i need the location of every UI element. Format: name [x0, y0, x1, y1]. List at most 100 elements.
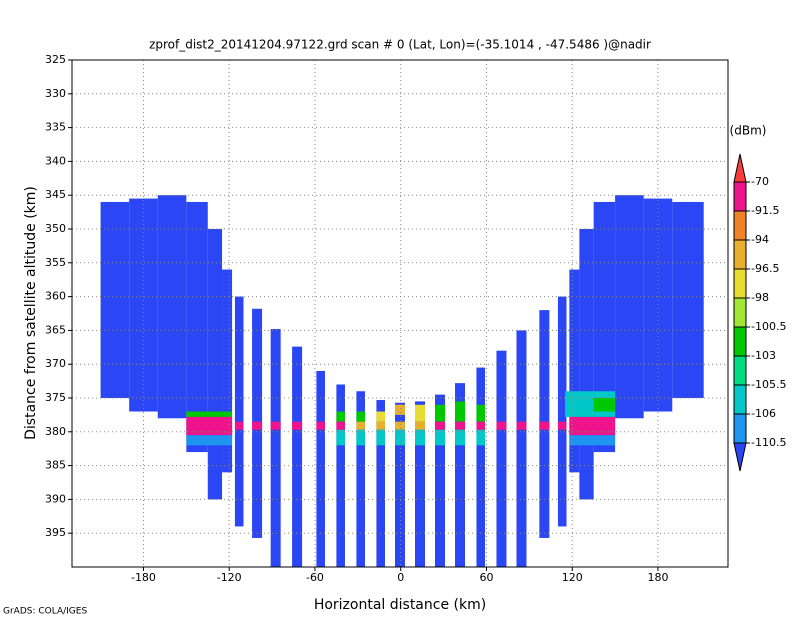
- cell: [476, 421, 486, 430]
- cell: [516, 421, 527, 430]
- cell: [234, 296, 244, 527]
- colorbar-label: -98: [751, 291, 769, 304]
- cell: [222, 269, 233, 473]
- cell: [557, 296, 567, 527]
- x-axis-label: Horizontal distance (km): [314, 597, 486, 613]
- y-tick-label: 380: [45, 425, 66, 438]
- cell: [615, 195, 644, 419]
- colorbar-label: -110.5: [751, 436, 786, 449]
- colorbar-label: -106: [751, 407, 776, 420]
- x-tick-label: 180: [647, 571, 668, 584]
- x-tick-label: 120: [562, 571, 583, 584]
- y-tick-label: 385: [45, 459, 66, 472]
- cell: [496, 350, 507, 567]
- y-tick-label: 390: [45, 492, 66, 505]
- colorbar-segment: [733, 181, 747, 212]
- colorbar-label: -91.5: [751, 204, 779, 217]
- cell: [356, 411, 365, 422]
- y-tick-label: 340: [45, 154, 66, 167]
- chart-title: zprof_dist2_20141204.97122.grd scan # 0 …: [149, 38, 651, 52]
- y-tick-label: 345: [45, 188, 66, 201]
- cell: [415, 401, 426, 567]
- plot-frame: [71, 59, 729, 568]
- cell: [476, 367, 486, 567]
- cell: [129, 198, 158, 412]
- cell: [569, 416, 616, 436]
- colorbar-label: -96.5: [751, 262, 779, 275]
- cell: [579, 229, 594, 500]
- cell: [593, 398, 616, 412]
- cell: [394, 402, 406, 567]
- colorbar-segment: [733, 210, 747, 241]
- cell: [234, 421, 244, 430]
- colorbar-segment: [733, 297, 747, 328]
- y-tick-label: 325: [45, 53, 66, 66]
- cell: [435, 429, 446, 446]
- cell: [496, 421, 507, 430]
- cell: [336, 429, 345, 446]
- colorbar-segment: [733, 355, 747, 386]
- cell: [455, 383, 466, 567]
- cell: [356, 421, 365, 430]
- x-tick-label: -180: [131, 571, 156, 584]
- colorbar-triangle: [733, 442, 747, 472]
- cell: [316, 370, 325, 567]
- colorbar-label: -100.5: [751, 320, 786, 333]
- cell: [336, 421, 345, 430]
- colorbar-triangle: [733, 153, 747, 183]
- x-tick-label: -120: [217, 571, 242, 584]
- cell: [455, 429, 466, 446]
- cell: [252, 421, 263, 430]
- x-tick-label: 60: [479, 571, 493, 584]
- cell: [316, 421, 325, 430]
- cell: [415, 404, 426, 422]
- y-tick-label: 350: [45, 222, 66, 235]
- cell: [376, 429, 385, 446]
- cell: [376, 421, 385, 430]
- cell: [455, 421, 466, 430]
- colorbar-label: (dBm): [730, 124, 767, 138]
- y-tick-label: 395: [45, 526, 66, 539]
- colorbar-label: -105.5: [751, 378, 786, 391]
- cell: [476, 404, 486, 422]
- cell: [157, 195, 187, 419]
- y-tick-label: 370: [45, 357, 66, 370]
- cell: [672, 201, 704, 398]
- cell: [455, 401, 466, 422]
- cell: [186, 411, 233, 417]
- cell: [336, 384, 345, 567]
- cell: [435, 394, 446, 567]
- cell: [516, 330, 527, 567]
- colorbar-segment: [733, 384, 747, 415]
- cell: [270, 329, 281, 567]
- cell: [569, 269, 580, 473]
- y-tick-label: 360: [45, 290, 66, 303]
- cell: [539, 421, 550, 430]
- cell: [356, 391, 365, 567]
- y-tick-label: 365: [45, 323, 66, 336]
- colorbar-label: -70: [751, 175, 769, 188]
- cell: [557, 421, 567, 430]
- footer: GrADS: COLA/IGES: [3, 607, 87, 617]
- cell: [394, 421, 406, 430]
- cell: [415, 429, 426, 446]
- cell: [435, 404, 446, 422]
- cell: [415, 421, 426, 430]
- x-tick-label: -60: [306, 571, 324, 584]
- y-tick-label: 355: [45, 256, 66, 269]
- cell: [376, 411, 385, 422]
- cell: [394, 404, 406, 415]
- cell: [292, 346, 303, 567]
- cell: [292, 421, 303, 430]
- cell: [593, 201, 616, 453]
- cell: [186, 416, 233, 436]
- cell: [569, 435, 616, 446]
- cell: [186, 201, 208, 453]
- y-axis-label: Distance from satellite altitude (km): [23, 186, 39, 440]
- cell: [100, 201, 130, 398]
- cell: [394, 429, 406, 446]
- cell: [207, 229, 223, 500]
- cell: [356, 429, 365, 446]
- cell: [376, 400, 385, 567]
